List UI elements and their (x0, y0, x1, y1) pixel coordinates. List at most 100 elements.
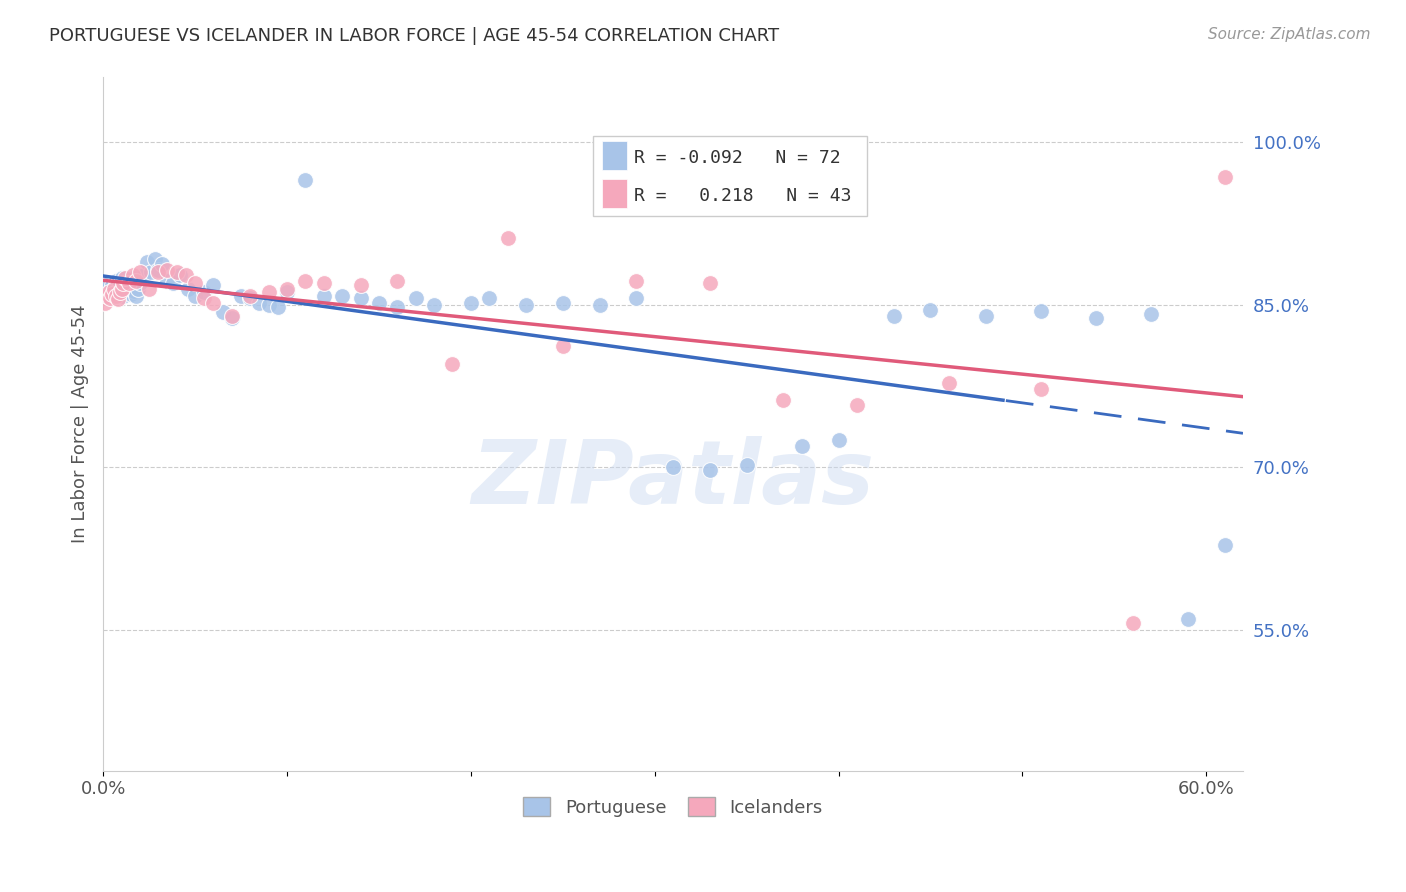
Point (247, 295, 270, 310)
Point (772, 393, 794, 408)
Point (211, 305, 233, 319)
Point (97, 277, 120, 291)
Point (1029, 304, 1052, 318)
Point (166, 265, 188, 279)
Point (239, 292, 262, 306)
Point (121, 268, 143, 282)
Point (460, 295, 482, 310)
Point (405, 292, 427, 306)
Point (423, 298, 446, 312)
Point (387, 300, 409, 314)
Point (938, 376, 960, 390)
Point (626, 274, 648, 288)
Point (193, 292, 215, 306)
Point (156, 263, 179, 277)
Point (105, 289, 128, 303)
Point (974, 309, 997, 323)
Point (150, 257, 173, 271)
Point (349, 278, 371, 293)
Point (1029, 383, 1052, 397)
Point (110, 270, 132, 285)
Point (110, 282, 132, 296)
Point (169, 268, 191, 282)
Point (202, 295, 225, 310)
Point (496, 231, 519, 245)
Point (129, 265, 152, 279)
Point (184, 277, 207, 291)
Point (588, 298, 610, 312)
Point (699, 277, 721, 291)
Point (114, 270, 136, 285)
Point (115, 278, 138, 293)
Point (148, 265, 170, 279)
Text: Source: ZipAtlas.com: Source: ZipAtlas.com (1208, 27, 1371, 42)
Point (699, 462, 721, 476)
Point (96, 282, 118, 296)
Point (138, 282, 160, 296)
Legend: Portuguese, Icelanders: Portuguese, Icelanders (516, 790, 830, 824)
Point (107, 282, 129, 296)
Point (156, 274, 179, 288)
Point (257, 285, 280, 299)
Point (790, 439, 813, 453)
Point (1213, 538, 1236, 552)
Point (202, 278, 225, 293)
Point (1177, 612, 1199, 626)
Point (105, 274, 128, 288)
Point (139, 265, 162, 279)
Point (845, 398, 868, 412)
Point (108, 285, 131, 299)
Point (1122, 616, 1144, 631)
Point (125, 289, 148, 303)
Point (229, 289, 252, 303)
Point (129, 277, 152, 291)
Point (294, 173, 316, 187)
Point (94, 295, 117, 310)
Point (174, 268, 197, 282)
Point (276, 285, 298, 299)
Point (257, 298, 280, 312)
Point (478, 292, 501, 306)
Point (120, 287, 142, 301)
Point (108, 285, 131, 299)
Point (1213, 170, 1236, 185)
Point (176, 282, 198, 296)
Point (883, 309, 905, 323)
Point (221, 309, 243, 323)
FancyBboxPatch shape (593, 136, 868, 216)
Point (221, 310, 243, 325)
Point (100, 292, 122, 306)
Point (276, 282, 298, 296)
Text: R =   0.218   N = 43: R = 0.218 N = 43 (634, 187, 852, 205)
Point (735, 458, 758, 473)
Point (136, 254, 159, 268)
Point (162, 277, 184, 291)
FancyBboxPatch shape (602, 179, 627, 208)
Point (441, 358, 464, 372)
Point (312, 289, 335, 303)
Point (127, 282, 149, 296)
Point (827, 434, 849, 448)
Point (349, 292, 371, 306)
Point (267, 300, 290, 314)
Point (94, 287, 117, 301)
Point (103, 282, 125, 296)
Point (121, 270, 143, 285)
Point (96, 289, 118, 303)
Point (132, 268, 155, 282)
Point (551, 339, 574, 353)
Point (101, 287, 124, 301)
Point (101, 278, 124, 293)
Point (105, 280, 128, 294)
Point (184, 289, 207, 303)
FancyBboxPatch shape (602, 141, 627, 169)
Point (103, 284, 125, 298)
Point (97, 285, 120, 299)
Point (330, 289, 353, 303)
Point (118, 277, 141, 291)
Point (148, 263, 170, 277)
Point (193, 285, 215, 299)
Point (239, 289, 262, 303)
Y-axis label: In Labor Force | Age 45-54: In Labor Force | Age 45-54 (72, 305, 89, 543)
Point (626, 292, 648, 306)
